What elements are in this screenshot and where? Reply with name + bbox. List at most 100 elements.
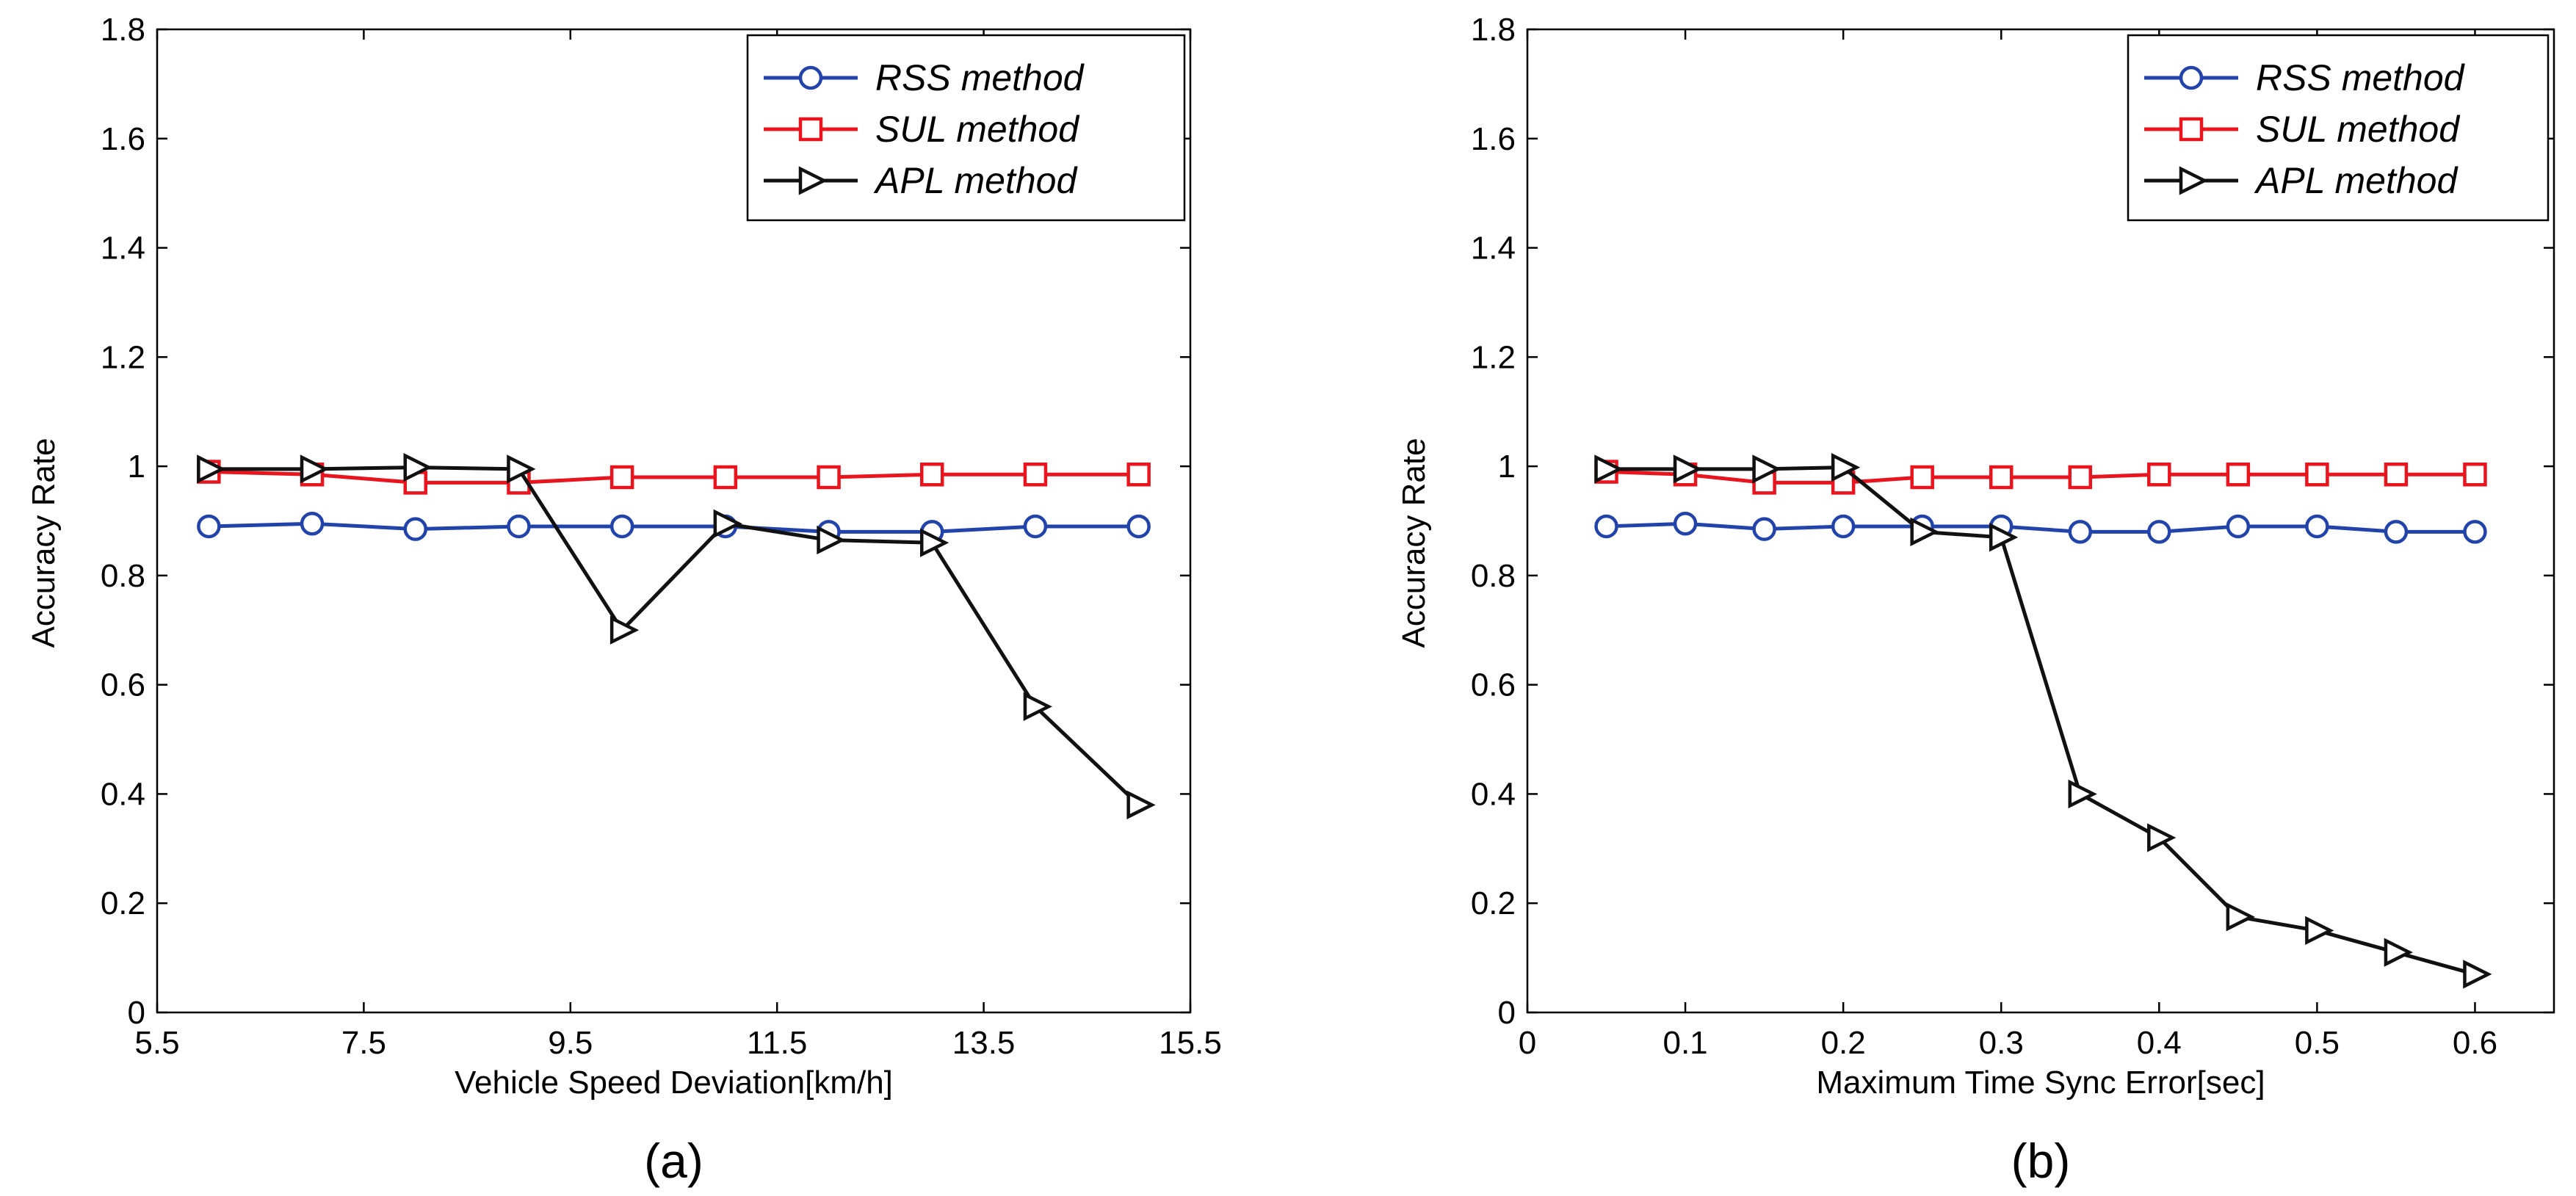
- chart-panel-1: 0 0.2 0.4 0.6 0.8 1 1.2 1.4 1.6 1.8 0 0.1 0.2 0.3 0.4 0…: [1396, 12, 2555, 1188]
- panel-caption: (a): [644, 1134, 703, 1188]
- y-tick-label: 1: [128, 449, 145, 485]
- y-tick-label: 0.8: [101, 558, 145, 594]
- data-point: [2068, 779, 2097, 809]
- data-point: [1594, 514, 1618, 539]
- y-tick-label: 0.6: [1471, 667, 1516, 703]
- data-point: [2384, 520, 2409, 544]
- data-point: [2305, 514, 2329, 539]
- x-tick-label: 9.5: [548, 1025, 593, 1061]
- legend: RSS method SUL method APL method: [746, 34, 1186, 222]
- data-point: [2384, 938, 2413, 967]
- legend-entry-label: SUL method: [2256, 109, 2461, 150]
- legend-entry-label: RSS method: [2256, 57, 2466, 98]
- data-point: [507, 514, 531, 539]
- data-point: [2068, 465, 2093, 490]
- y-tick-label: 1.2: [101, 339, 145, 375]
- y-tick-label: 0.4: [101, 776, 145, 812]
- x-tick-label: 0.5: [2295, 1025, 2340, 1061]
- data-point: [609, 465, 634, 490]
- data-point: [2147, 463, 2171, 487]
- x-tick-label: 0.1: [1663, 1025, 1707, 1061]
- y-tick-label: 0: [128, 995, 145, 1031]
- legend-marker: [2179, 117, 2204, 142]
- data-point: [2147, 823, 2177, 852]
- data-point: [2226, 902, 2255, 932]
- x-axis-label: Maximum Time Sync Error[sec]: [1816, 1065, 2265, 1101]
- series-line-sul-method: [1606, 470, 2475, 485]
- x-tick-label: 15.5: [1159, 1025, 1222, 1061]
- y-tick-label: 0.2: [101, 885, 145, 921]
- legend-entry-label: APL method: [873, 160, 1078, 201]
- legend-marker: [798, 65, 823, 90]
- y-tick-label: 0.2: [1471, 885, 1516, 921]
- legend-marker: [798, 166, 828, 195]
- data-point: [2305, 916, 2334, 946]
- data-point: [1023, 692, 1052, 722]
- legend-entry-label: APL method: [2254, 160, 2459, 201]
- data-point: [1023, 463, 1048, 487]
- data-point: [609, 615, 640, 645]
- data-point: [1594, 454, 1624, 484]
- y-tick-label: 1.4: [101, 231, 145, 267]
- data-point: [2384, 463, 2409, 487]
- series-line-rss-method: [209, 521, 1139, 534]
- data-point: [1831, 514, 1856, 539]
- legend-marker: [2179, 166, 2209, 195]
- data-point: [1910, 517, 1939, 547]
- y-tick-label: 1.8: [1471, 12, 1516, 48]
- chart-panel-0: 0 0.2 0.4 0.6 0.8 1 1.2 1.4 1.6 1.8 5.5 7.5 9.5 11.5 1…: [26, 12, 1222, 1188]
- x-tick-label: 13.5: [952, 1025, 1016, 1061]
- series-line-apl-method: [209, 465, 1140, 807]
- y-axis-label: Accuracy Rate: [1396, 438, 1432, 648]
- legend-entry-label: SUL method: [875, 109, 1080, 150]
- series-line-apl-method: [1606, 465, 2476, 976]
- data-point: [713, 509, 742, 538]
- data-point: [197, 514, 221, 539]
- data-point: [2463, 960, 2492, 989]
- data-point: [1752, 517, 1776, 541]
- data-point: [920, 528, 949, 557]
- y-tick-label: 1.8: [101, 12, 145, 48]
- data-point: [1989, 465, 2014, 490]
- x-axis-label: Vehicle Speed Deviation[km/h]: [455, 1065, 893, 1101]
- plot-area-frame: [156, 28, 1192, 1014]
- data-point: [2463, 463, 2487, 487]
- data-point: [609, 514, 634, 539]
- data-point: [403, 452, 433, 482]
- data-point: [2463, 520, 2487, 544]
- legend-entry-label: RSS method: [875, 57, 1085, 98]
- data-point: [1752, 454, 1781, 484]
- data-point: [1673, 454, 1703, 484]
- x-tick-label: 0.3: [1979, 1025, 2024, 1061]
- data-point: [1910, 465, 1934, 490]
- data-point: [1023, 514, 1048, 539]
- y-tick-label: 1.4: [1471, 231, 1516, 267]
- data-point: [1126, 463, 1151, 487]
- data-point: [2068, 520, 2093, 544]
- data-point: [920, 463, 944, 487]
- y-tick-label: 1.2: [1471, 339, 1516, 375]
- y-tick-label: 0.4: [1471, 776, 1516, 812]
- legend-marker: [2179, 65, 2204, 90]
- legend: RSS method SUL method APL method: [2127, 34, 2550, 222]
- y-tick-label: 0.6: [101, 667, 145, 703]
- data-point: [300, 454, 330, 484]
- x-tick-label: 0.2: [1821, 1025, 1866, 1061]
- x-tick-label: 7.5: [341, 1025, 386, 1061]
- series-line-rss-method: [1606, 521, 2475, 534]
- series-line-sul-method: [209, 470, 1139, 485]
- x-tick-label: 0.4: [2137, 1025, 2182, 1061]
- data-point: [1831, 452, 1861, 482]
- data-point: [817, 465, 841, 490]
- data-point: [300, 511, 325, 536]
- y-tick-label: 0.8: [1471, 558, 1516, 594]
- x-tick-label: 0: [1519, 1025, 1536, 1061]
- y-axis-label: Accuracy Rate: [26, 438, 62, 648]
- data-point: [2305, 463, 2329, 487]
- y-tick-label: 1: [1498, 449, 1516, 485]
- panel-caption: (b): [2011, 1134, 2071, 1188]
- data-point: [2147, 520, 2171, 544]
- data-point: [817, 525, 846, 555]
- x-tick-label: 11.5: [747, 1025, 807, 1061]
